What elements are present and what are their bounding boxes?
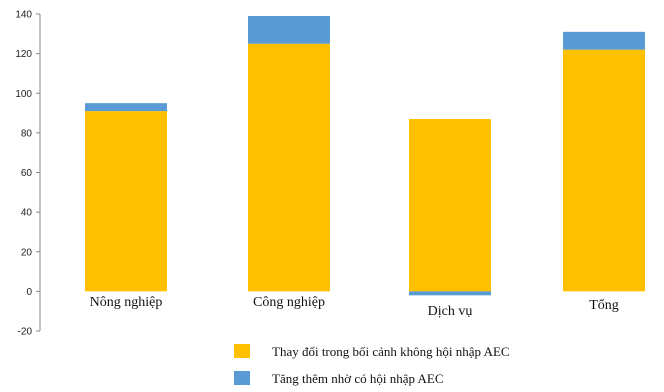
legend-label: Tăng thêm nhờ có hội nhập AEC	[272, 371, 444, 386]
bar-base-2	[409, 119, 491, 292]
bar-aec-1	[248, 15, 330, 44]
y-tick-label: 80	[21, 128, 33, 139]
bar-base-3	[563, 49, 645, 292]
category-label: Nông nghiệp	[90, 295, 163, 310]
y-tick-label: 60	[21, 168, 33, 179]
bars	[85, 15, 645, 296]
legend-swatch	[234, 371, 250, 385]
y-tick-label: 20	[21, 247, 33, 258]
y-tick-label: 0	[26, 287, 32, 298]
bar-aec-0	[85, 103, 167, 112]
bar-aec-3	[563, 31, 645, 50]
legend-swatch	[234, 344, 250, 358]
legend: Thay đổi trong bối cảnh không hội nhập A…	[234, 344, 510, 386]
category-label: Dịch vụ	[428, 304, 473, 319]
y-tick-label: -20	[18, 327, 33, 338]
y-tick-label: 140	[15, 10, 32, 21]
category-labels: Nông nghiệp Công nghiệp Dịch vụ Tổng	[90, 295, 619, 319]
y-axis: -20 0 20 40 60 80 100 120 140	[15, 10, 41, 338]
y-tick-label: 40	[21, 208, 33, 219]
category-label: Tổng	[589, 298, 619, 313]
y-tick-label: 100	[15, 89, 32, 100]
legend-label: Thay đổi trong bối cảnh không hội nhập A…	[272, 344, 510, 359]
bar-aec-2	[409, 291, 491, 296]
y-tick-label: 120	[15, 49, 32, 60]
bar-base-1	[248, 43, 330, 292]
category-label: Công nghiệp	[253, 295, 325, 310]
bar-base-0	[85, 111, 167, 292]
